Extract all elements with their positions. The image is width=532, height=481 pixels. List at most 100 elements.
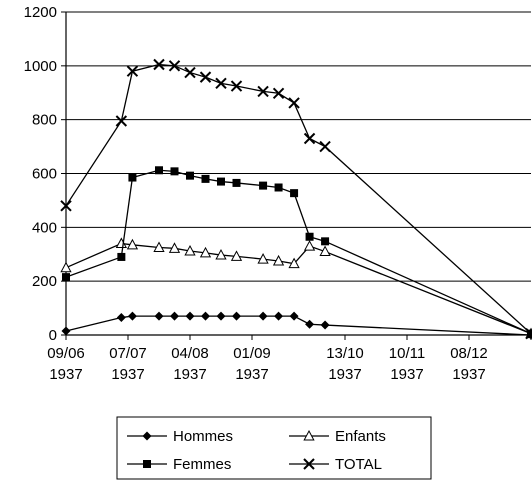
x-tick-label-year: 1937 [390, 366, 423, 383]
series-line-hommes [65, 315, 532, 336]
data-point-hommes [61, 326, 71, 336]
data-point-femmes [290, 189, 299, 198]
data-point-femmes [232, 178, 241, 187]
data-point-total [168, 60, 181, 72]
data-point-femmes [117, 252, 126, 261]
data-point-total [288, 97, 300, 109]
series-group [60, 58, 532, 340]
data-point-hommes [232, 311, 241, 321]
data-point-enfants [126, 238, 139, 250]
series-total [60, 58, 532, 340]
data-point-total [115, 115, 128, 127]
data-point-femmes [170, 167, 179, 176]
data-point-enfants [199, 246, 212, 258]
legend-item-hommes: Hommes [127, 428, 233, 445]
legend-marker-femmes [143, 460, 151, 468]
data-point-hommes [154, 311, 164, 321]
x-tick-label-year: 1937 [235, 366, 268, 383]
data-point-enfants [230, 250, 243, 261]
series-hommes [61, 311, 532, 340]
data-point-total [215, 77, 227, 90]
data-point-enfants [319, 245, 331, 257]
legend-label: Femmes [173, 456, 231, 473]
y-axis-ticks: 0 200 400 600 800 1000 1200 [24, 4, 66, 344]
y-tick-label: 1000 [24, 58, 57, 75]
y-tick-label: 600 [32, 166, 57, 183]
data-point-total [303, 132, 316, 145]
data-point-femmes [321, 237, 330, 246]
legend-marker-enfants [303, 429, 315, 441]
data-point-femmes [186, 171, 194, 180]
data-point-femmes [217, 177, 225, 186]
data-point-total [153, 58, 165, 71]
x-tick-label-year: 1937 [49, 366, 82, 383]
data-point-enfants [215, 248, 227, 260]
data-point-femmes [128, 173, 137, 182]
data-point-hommes [127, 311, 137, 321]
legend-marker-total [303, 458, 315, 470]
data-point-hommes [216, 311, 226, 321]
data-point-femmes [155, 166, 163, 175]
data-point-total [257, 85, 269, 98]
data-point-hommes [305, 319, 315, 329]
x-tick-label-date: 13/10 [326, 345, 364, 362]
data-point-enfants [303, 240, 316, 251]
y-tick-label: 0 [49, 327, 57, 344]
legend-item-total: TOTAL [289, 456, 382, 473]
series-line-total [65, 63, 532, 335]
data-point-total [184, 66, 196, 79]
data-point-enfants [168, 242, 181, 253]
x-tick-label-date: 08/12 [450, 345, 488, 362]
legend-box [116, 416, 432, 480]
data-point-femmes [201, 174, 210, 183]
x-tick-label-date: 07/07 [109, 345, 147, 362]
y-tick-label: 800 [32, 112, 57, 129]
data-point-total [525, 327, 532, 340]
x-axis-ticks: 09/06 1937 07/07 1937 04/08 1937 01/09 1937 13/1… [47, 335, 532, 383]
data-point-total [319, 140, 331, 153]
x-tick-label-year: 1937 [173, 366, 206, 383]
x-tick-label-date: 01/09 [233, 345, 271, 362]
data-point-enfants [60, 261, 72, 273]
legend-item-femmes: Femmes [127, 456, 231, 473]
data-point-femmes [274, 183, 283, 192]
legend: Hommes Enfants Femmes TOTAL [116, 416, 432, 480]
legend-label: Enfants [335, 428, 386, 445]
legend-marker-hommes [142, 431, 152, 441]
data-point-femmes [259, 181, 268, 190]
data-point-femmes [62, 273, 70, 282]
x-tick-label-year: 1937 [328, 366, 361, 383]
x-tick-label-year: 1937 [111, 366, 144, 383]
data-point-hommes [289, 311, 299, 321]
x-tick-label-date: 09/06 [47, 345, 85, 362]
data-point-enfants [272, 254, 285, 266]
data-point-enfants [153, 241, 165, 253]
y-tick-label: 400 [32, 219, 57, 236]
y-tick-label: 200 [32, 273, 57, 290]
data-point-hommes [274, 311, 284, 321]
data-point-total [272, 87, 285, 99]
series-enfants [60, 237, 532, 339]
data-point-enfants [115, 237, 127, 248]
data-point-enfants [257, 253, 269, 264]
data-point-hommes [320, 320, 330, 330]
data-point-femmes [305, 232, 314, 241]
series-femmes [62, 166, 532, 338]
legend-item-enfants: Enfants [289, 428, 386, 445]
legend-label: TOTAL [335, 456, 382, 473]
series-line-femmes [65, 169, 532, 335]
data-point-total [60, 200, 72, 212]
data-point-hommes [116, 313, 126, 323]
data-point-total [230, 80, 243, 92]
x-tick-label-date: 04/08 [171, 345, 209, 362]
data-point-total [126, 65, 139, 77]
data-point-femmes [527, 329, 532, 338]
y-tick-label: 1200 [24, 4, 57, 21]
data-point-enfants [288, 257, 300, 269]
data-point-hommes [185, 311, 195, 321]
data-point-enfants [184, 244, 196, 256]
grid-lines [66, 11, 531, 282]
series-line-enfants [65, 242, 532, 335]
legend-label: Hommes [173, 428, 233, 445]
